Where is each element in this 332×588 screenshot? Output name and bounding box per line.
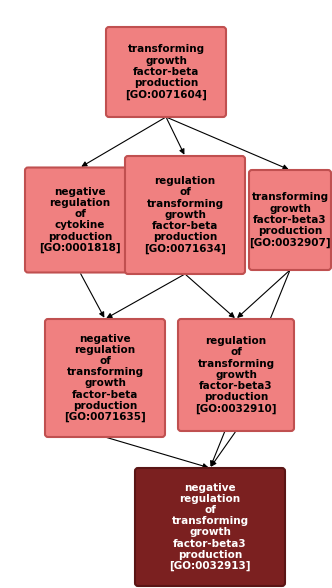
Text: negative
regulation
of
transforming
growth
factor-beta
production
[GO:0071635]: negative regulation of transforming grow… (64, 333, 146, 422)
FancyBboxPatch shape (135, 468, 285, 586)
FancyBboxPatch shape (178, 319, 294, 431)
FancyBboxPatch shape (45, 319, 165, 437)
FancyBboxPatch shape (249, 170, 331, 270)
Text: regulation
of
transforming
growth
factor-beta3
production
[GO:0032910]: regulation of transforming growth factor… (195, 336, 277, 414)
Text: regulation
of
transforming
growth
factor-beta
production
[GO:0071634]: regulation of transforming growth factor… (144, 176, 226, 254)
FancyBboxPatch shape (125, 156, 245, 274)
FancyBboxPatch shape (106, 27, 226, 117)
Text: transforming
growth
factor-beta
production
[GO:0071604]: transforming growth factor-beta producti… (125, 45, 207, 99)
Text: negative
regulation
of
transforming
growth
factor-beta3
production
[GO:0032913]: negative regulation of transforming grow… (169, 483, 251, 572)
Text: negative
regulation
of
cytokine
production
[GO:0001818]: negative regulation of cytokine producti… (39, 187, 121, 253)
FancyBboxPatch shape (25, 168, 135, 272)
Text: transforming
growth
factor-beta3
production
[GO:0032907]: transforming growth factor-beta3 product… (249, 192, 331, 248)
